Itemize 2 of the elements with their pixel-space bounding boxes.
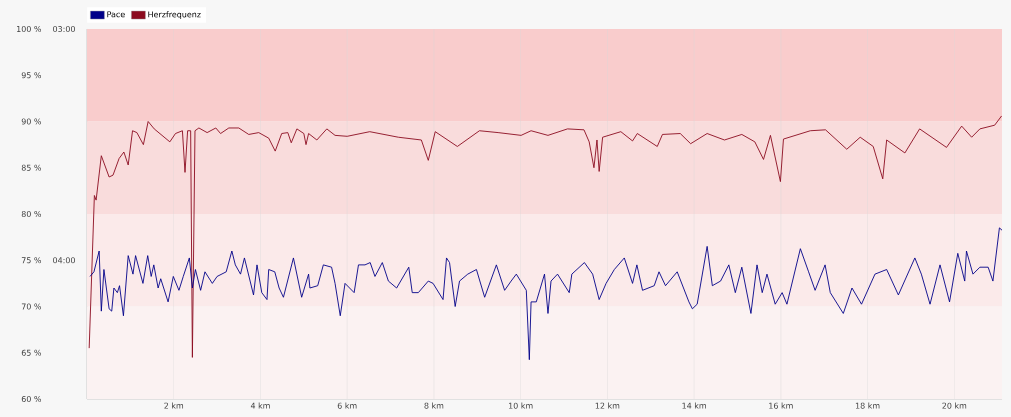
line-series (88, 115, 1003, 358)
line-series (89, 227, 1003, 361)
